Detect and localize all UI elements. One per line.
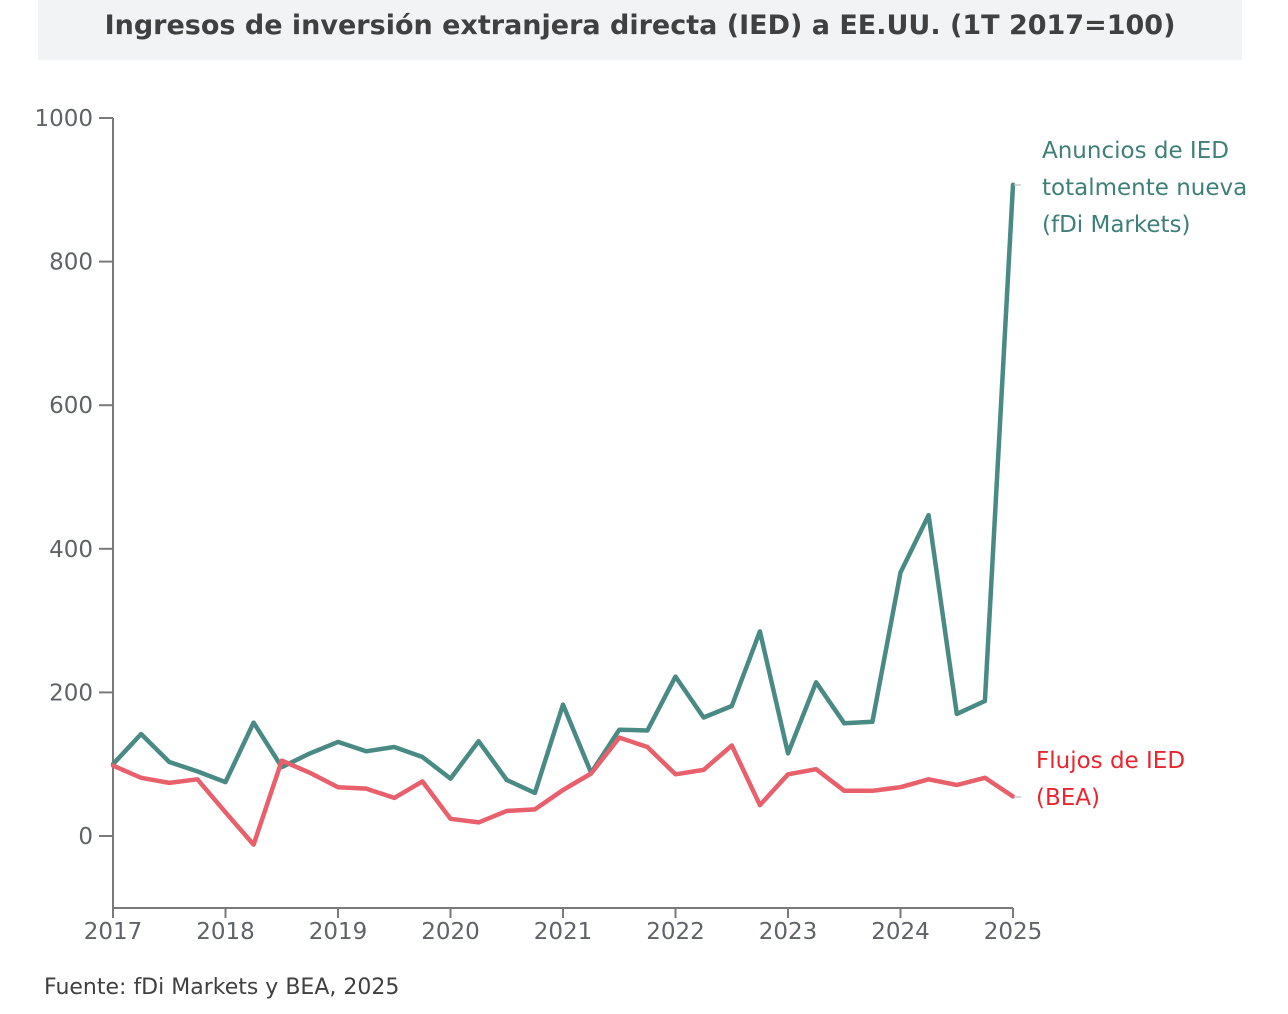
x-tick-label: 2024 <box>871 919 930 945</box>
x-tick-label: 2025 <box>984 919 1043 945</box>
y-tick-label: 1000 <box>34 106 93 132</box>
y-tick-label: 0 <box>78 824 93 850</box>
x-tick-label: 2018 <box>196 919 255 945</box>
source-note: Fuente: fDi Markets y BEA, 2025 <box>44 975 400 1000</box>
series-label-fdi-markets: totalmente nueva <box>1042 175 1247 201</box>
x-tick-label: 2019 <box>309 919 368 945</box>
y-tick-label: 600 <box>49 393 93 419</box>
x-tick-label: 2020 <box>421 919 480 945</box>
series-label-fdi-markets: Anuncios de IED <box>1042 138 1229 164</box>
series-label-bea: (BEA) <box>1036 785 1100 811</box>
x-tick-label: 2021 <box>534 919 593 945</box>
series-line-bea <box>110 735 1016 847</box>
series-label-fdi-markets: (fDi Markets) <box>1042 212 1191 238</box>
chart-title: Ingresos de inversión extranjera directa… <box>104 10 1176 41</box>
y-tick-label: 200 <box>49 680 93 706</box>
x-tick-label: 2017 <box>84 919 143 945</box>
y-tick-label: 400 <box>49 537 93 563</box>
title-bar <box>38 0 1242 60</box>
series-label-bea: Flujos de IED <box>1036 748 1185 774</box>
y-tick-label: 800 <box>49 250 93 276</box>
x-tick-label: 2022 <box>646 919 705 945</box>
x-tick-label: 2023 <box>759 919 818 945</box>
series-line-fdi-markets <box>110 182 1016 796</box>
